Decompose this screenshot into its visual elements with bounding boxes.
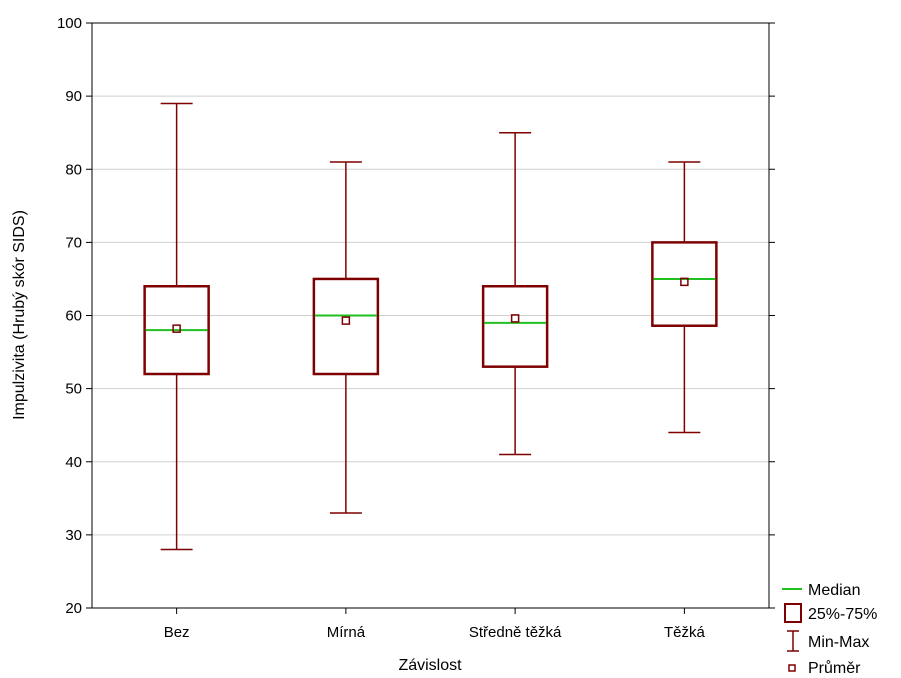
box-series xyxy=(143,102,718,551)
x-axis-ticks: Bez Mírná Středně těžká Těžká xyxy=(164,608,706,641)
mean-marker xyxy=(341,316,351,325)
y-tick-label: 20 xyxy=(65,600,82,617)
legend: Median 25%-75% Min-Max Průměr xyxy=(782,582,877,677)
y-axis-title: Impulzivita (Hrubý skór SIDS) xyxy=(11,210,28,420)
y-tick-label: 40 xyxy=(65,454,82,471)
iqr-box xyxy=(481,285,549,368)
legend-box-swatch xyxy=(784,603,802,623)
mean-marker xyxy=(510,314,520,323)
y-tick-label: 70 xyxy=(65,234,82,251)
y-tick-label: 90 xyxy=(65,88,82,105)
x-tick-label: Bez xyxy=(164,624,190,641)
mean-marker xyxy=(680,277,689,287)
legend-mean-label: Průměr xyxy=(808,659,861,677)
iqr-box xyxy=(651,241,718,327)
box-group xyxy=(312,161,380,514)
y-tick-label: 80 xyxy=(65,161,82,178)
y-tick-label: 60 xyxy=(65,308,82,325)
box-group xyxy=(651,161,718,434)
x-tick-label: Mírná xyxy=(327,624,366,641)
legend-median-label: Median xyxy=(808,582,860,599)
x-tick-label: Středně těžká xyxy=(469,624,562,641)
legend-whisker-swatch xyxy=(787,630,799,652)
x-tick-label: Těžká xyxy=(664,624,706,641)
iqr-box xyxy=(143,285,210,376)
iqr-box xyxy=(312,277,380,376)
y-tick-label: 30 xyxy=(65,527,82,544)
grid-lines xyxy=(92,95,769,536)
y-tick-label: 100 xyxy=(57,15,82,32)
mean-marker xyxy=(172,324,181,333)
box-group xyxy=(481,131,549,456)
y-axis-ticks: 20 30 40 50 60 70 80 90 100 xyxy=(57,15,775,617)
legend-box-label: 25%-75% xyxy=(808,606,877,623)
y-tick-label: 50 xyxy=(65,381,82,398)
box-group xyxy=(143,102,210,551)
x-axis-title: Závislost xyxy=(398,657,462,674)
legend-mean-swatch xyxy=(788,664,796,672)
legend-whisker-label: Min-Max xyxy=(808,634,869,651)
